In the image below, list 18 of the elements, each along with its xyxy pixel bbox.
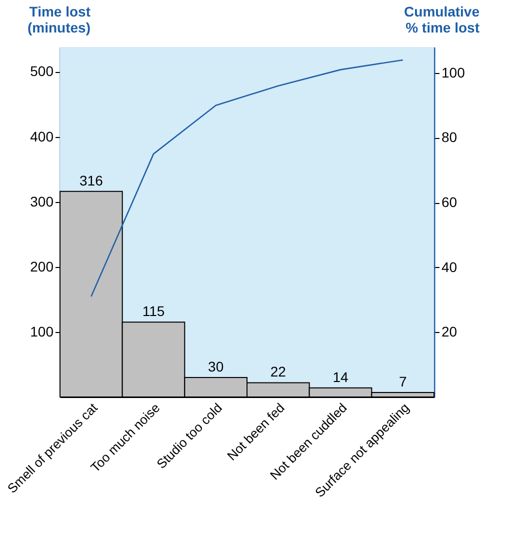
y2-tick-label: 40 xyxy=(442,258,458,275)
y2-tick-label: 60 xyxy=(442,194,458,210)
y2-tick-label: 20 xyxy=(442,324,458,340)
data-label: 22 xyxy=(270,364,286,380)
y-tick-label: 500 xyxy=(30,63,54,80)
y2-tick-label: 80 xyxy=(442,129,458,146)
y2-tick-label: 100 xyxy=(442,64,466,80)
y-tick-label: 200 xyxy=(30,258,54,274)
y-axis-title: Time lost (minutes) xyxy=(28,4,91,36)
y-tick-label: 300 xyxy=(30,193,54,210)
data-label: 30 xyxy=(208,358,224,374)
y2-axis-title: Cumulative % time lost xyxy=(404,4,480,36)
data-label: 316 xyxy=(79,172,104,188)
y-tick-label: 400 xyxy=(30,128,54,144)
y-tick-label: 100 xyxy=(30,323,54,340)
data-label: 14 xyxy=(332,368,348,385)
data-label: 7 xyxy=(398,373,407,390)
data-label: 115 xyxy=(142,303,165,320)
